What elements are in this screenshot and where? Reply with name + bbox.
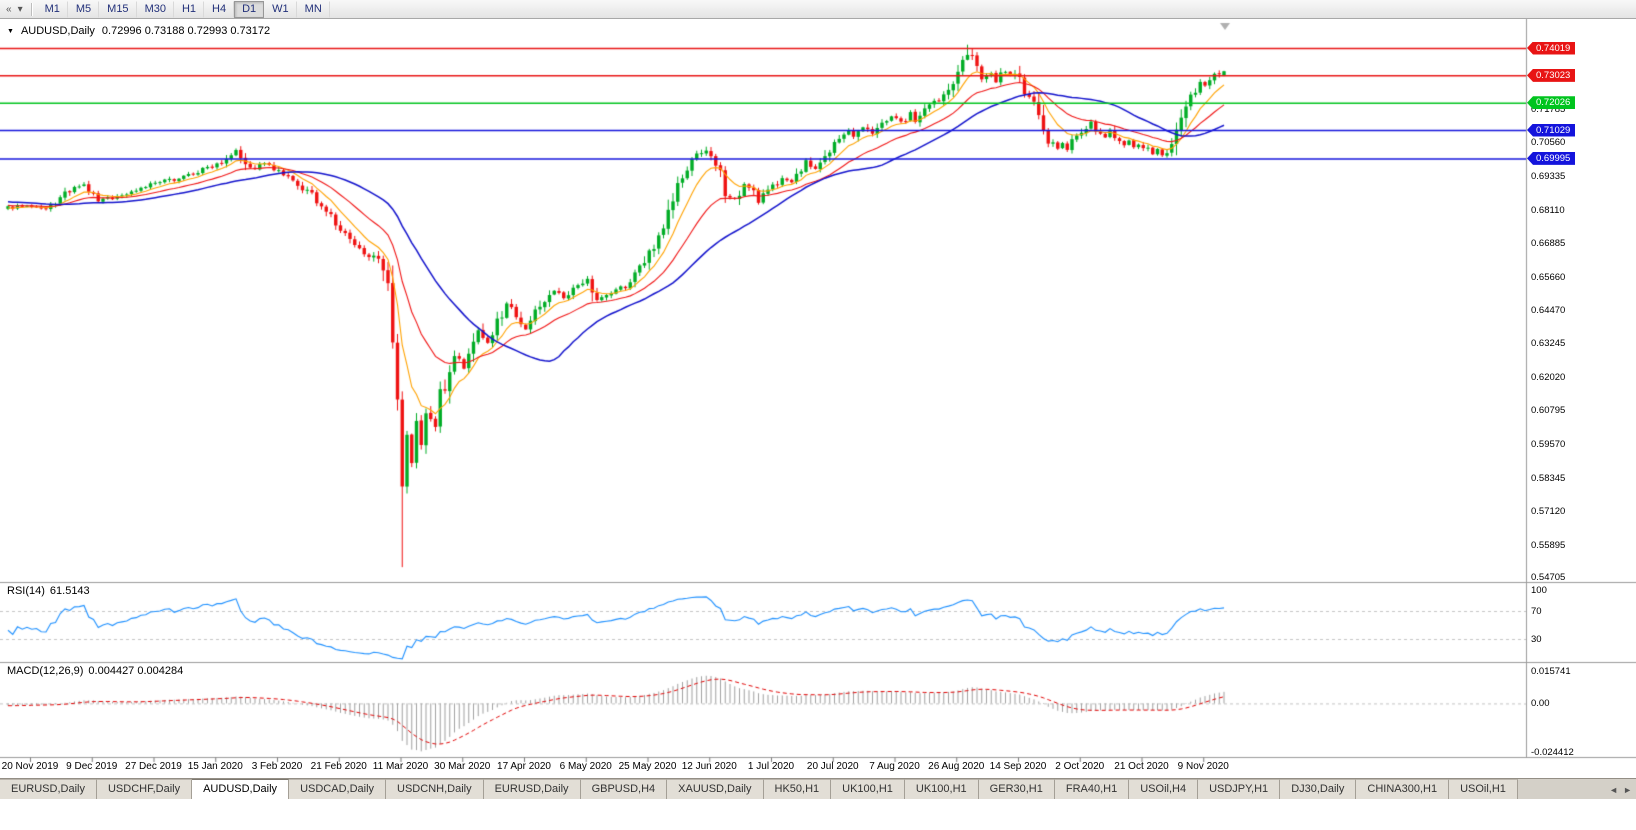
price-axis-label: 0.57120 [1531, 506, 1566, 518]
rsi-axis-label: 30 [1531, 633, 1542, 645]
price-axis-label: 0.54705 [1531, 572, 1566, 584]
date-axis-label: 9 Dec 2019 [66, 761, 118, 772]
price-level-tag[interactable]: 0.72026 [1527, 96, 1576, 110]
chart-tab-china300-h1[interactable]: CHINA300,H1 [1356, 779, 1450, 799]
rsi-name: RSI(14) [7, 585, 45, 597]
chart-tab-usoil-h1[interactable]: USOil,H1 [1449, 779, 1518, 799]
timeframe-button-m30[interactable]: M30 [137, 0, 174, 18]
chart-tab-usdcad-daily[interactable]: USDCAD,Daily [289, 779, 387, 799]
date-axis-label: 15 Jan 2020 [187, 761, 243, 772]
price-axis-label: 0.66885 [1531, 238, 1566, 250]
tab-scroll-right-icon[interactable]: ► [1623, 785, 1632, 795]
timeframe-button-m15[interactable]: M15 [99, 0, 137, 18]
date-axis-label: 25 May 2020 [618, 761, 677, 772]
chart-tab-ger30-h1[interactable]: GER30,H1 [978, 779, 1055, 799]
rsi-value: 61.5143 [49, 585, 90, 597]
chart-ohlc-values: 0.72996 0.73188 0.72993 0.73172 [101, 25, 271, 37]
price-axis-label: 0.71785 [1531, 103, 1566, 115]
rsi-label: RSI(14) 61.5143 [7, 585, 95, 597]
price-axis-label: 0.55895 [1531, 539, 1566, 551]
price-axis-label: 0.64470 [1531, 304, 1566, 316]
chart-canvas[interactable] [0, 19, 1636, 778]
timeframe-button-w1[interactable]: W1 [264, 0, 297, 18]
price-level-tag[interactable]: 0.74019 [1527, 41, 1576, 55]
toolbar: « ▾ M1 M5 M15 M30 H1 H4 D1 W1 MN [0, 0, 1636, 19]
chart-tab-gbpusd-h4[interactable]: GBPUSD,H4 [580, 779, 668, 799]
date-axis-label: 6 May 2020 [559, 761, 612, 772]
price-axis-label: 0.68110 [1531, 204, 1565, 216]
timeframe-toolbar: M1 M5 M15 M30 H1 H4 D1 W1 MN [37, 0, 330, 18]
chart-tab-usdchf-daily[interactable]: USDCHF,Daily [96, 779, 193, 799]
date-axis-label: 2 Oct 2020 [1055, 761, 1105, 772]
timeframe-button-mn[interactable]: MN [297, 0, 330, 18]
date-axis-label: 3 Feb 2020 [251, 761, 303, 772]
rsi-axis-label: 70 [1531, 605, 1542, 617]
price-level-tag[interactable]: 0.71029 [1527, 123, 1576, 137]
chart-tab-uk100-h1[interactable]: UK100,H1 [904, 779, 979, 799]
toolbar-separator [30, 2, 32, 16]
chart-tab-audusd-daily[interactable]: AUDUSD,Daily [192, 779, 290, 799]
date-axis-label: 21 Oct 2020 [1114, 761, 1169, 772]
tab-scroll-left-icon[interactable]: ◄ [1609, 785, 1619, 795]
chart-tools-icon[interactable]: « [6, 3, 12, 15]
chart-tab-usdcnh-daily[interactable]: USDCNH,Daily [386, 779, 484, 799]
chart-tabs-bar: EURUSD,Daily USDCHF,Daily AUDUSD,Daily USDC… [0, 778, 1636, 799]
price-axis-label: 0.63245 [1531, 338, 1566, 350]
date-axis-label: 14 Sep 2020 [989, 761, 1047, 772]
macd-axis-label: 0.00 [1531, 697, 1550, 709]
timeframe-button-m5[interactable]: M5 [68, 0, 100, 18]
timeframe-button-h4[interactable]: H4 [204, 0, 235, 18]
chart-tab-xauusd-daily[interactable]: XAUUSD,Daily [667, 779, 764, 799]
status-area [0, 799, 1636, 830]
price-axis-label: 0.62020 [1531, 371, 1566, 383]
date-axis-label: 12 Jun 2020 [681, 761, 737, 772]
date-axis-label: 21 Feb 2020 [310, 761, 367, 772]
price-axis-label: 0.59570 [1531, 438, 1566, 450]
chart-tab-usoil-h4[interactable]: USOil,H4 [1129, 779, 1199, 799]
date-axis-label: 9 Nov 2020 [1177, 761, 1229, 772]
chart-tab-eurusd-daily[interactable]: EURUSD,Daily [0, 779, 97, 799]
macd-axis-label: 0.015741 [1531, 666, 1571, 678]
expand-triangle-icon[interactable]: ▼ [7, 27, 14, 35]
price-level-tag[interactable]: 0.73023 [1527, 68, 1576, 82]
chart-tab-dj30-daily[interactable]: DJ30,Daily [1280, 779, 1357, 799]
date-axis-label: 20 Jul 2020 [806, 761, 859, 772]
macd-values: 0.004427 0.004284 [88, 665, 184, 677]
chart-title: ▼ AUDUSD,Daily 0.72996 0.73188 0.72993 0… [7, 25, 270, 37]
chart-tab-uk100-h1[interactable]: UK100,H1 [831, 779, 905, 799]
price-axis-label: 0.69335 [1531, 171, 1566, 183]
chart-tab-hk50-h1[interactable]: HK50,H1 [763, 779, 832, 799]
date-axis-label: 7 Aug 2020 [869, 761, 920, 772]
date-axis-label: 27 Dec 2019 [125, 761, 182, 772]
toolbar-dropdown-icon[interactable]: ▾ [17, 3, 23, 15]
macd-name: MACD(12,26,9) [7, 665, 84, 677]
timeframe-button-d1[interactable]: D1 [234, 0, 265, 18]
chart-symbol-label: AUDUSD,Daily [20, 25, 95, 37]
macd-axis-label: -0.024412 [1531, 747, 1574, 759]
price-axis-label: 0.60795 [1531, 405, 1566, 417]
price-level-tag[interactable]: 0.69995 [1527, 151, 1576, 165]
price-axis-label: 0.70560 [1531, 137, 1566, 149]
tab-scroll-arrows: ◄ ► [1605, 780, 1636, 799]
date-axis-label: 17 Apr 2020 [497, 761, 551, 772]
chart-tab-eurusd-daily[interactable]: EURUSD,Daily [483, 779, 581, 799]
timeframe-button-h1[interactable]: H1 [174, 0, 205, 18]
rsi-axis-label: 100 [1531, 584, 1547, 596]
date-axis-label: 20 Nov 2019 [1, 761, 59, 772]
macd-label: MACD(12,26,9) 0.004427 0.004284 [7, 665, 188, 677]
date-axis-label: 26 Aug 2020 [928, 761, 985, 772]
chart-tab-fra40-h1[interactable]: FRA40,H1 [1054, 779, 1130, 799]
date-axis-label: 30 Mar 2020 [434, 761, 491, 772]
date-axis-label: 1 Jul 2020 [747, 761, 795, 772]
price-axis-label: 0.58345 [1531, 472, 1566, 484]
timeframe-button-m1[interactable]: M1 [37, 0, 68, 18]
price-axis-label: 0.65660 [1531, 271, 1566, 283]
chart-tab-usdjpy-h1[interactable]: USDJPY,H1 [1198, 779, 1281, 799]
date-axis-label: 11 Mar 2020 [372, 761, 429, 772]
